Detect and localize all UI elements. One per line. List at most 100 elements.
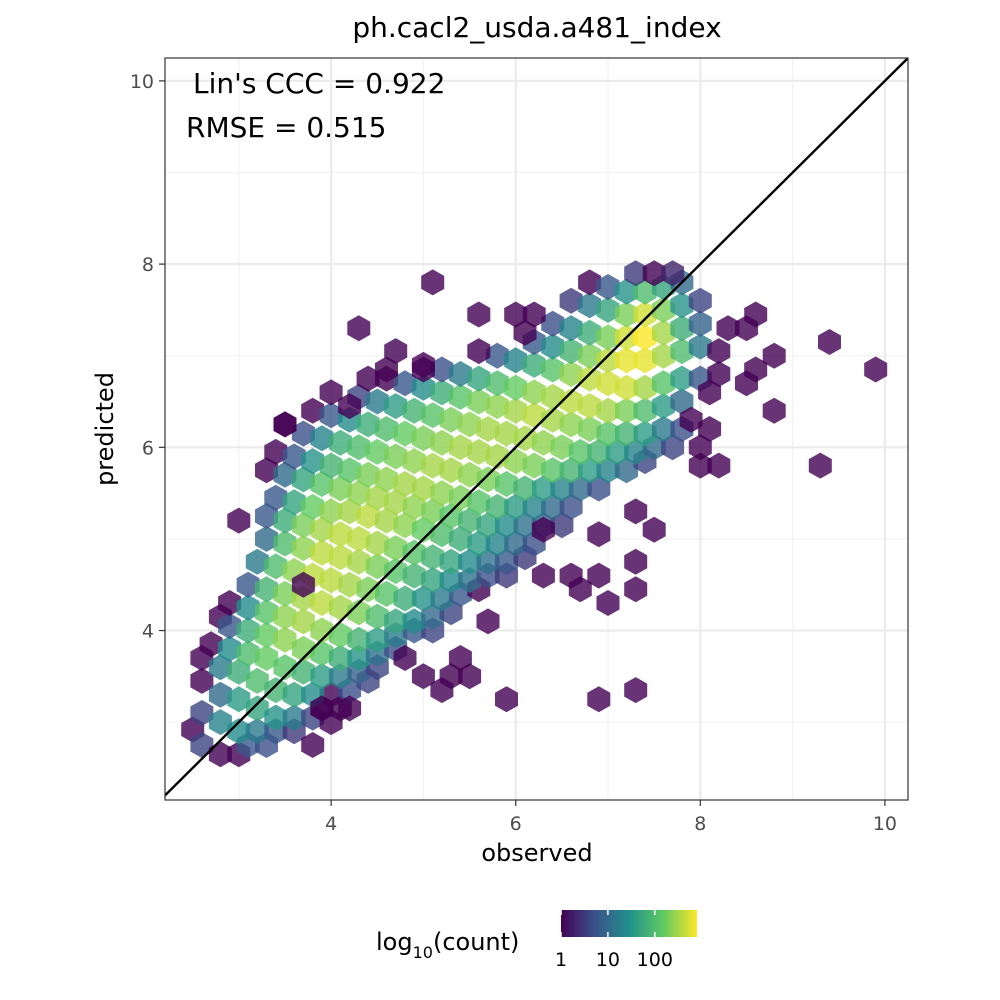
hex-bin bbox=[365, 626, 389, 653]
hex-bin bbox=[291, 571, 315, 598]
hex-bin bbox=[716, 315, 740, 342]
hex-bin bbox=[264, 438, 288, 465]
hex-bin bbox=[559, 315, 583, 342]
hex-bin bbox=[255, 576, 278, 603]
hex-bin bbox=[273, 580, 297, 607]
hex-bin bbox=[559, 287, 583, 314]
hex-bin bbox=[411, 374, 435, 401]
hex-bin bbox=[328, 645, 352, 671]
hex-bin bbox=[347, 434, 371, 461]
hex-bin bbox=[439, 406, 463, 433]
hex-bin bbox=[735, 370, 758, 397]
hex-bin bbox=[596, 324, 620, 351]
hex-bin bbox=[596, 347, 620, 374]
hex-bin bbox=[504, 347, 528, 374]
hex-bin bbox=[504, 301, 528, 328]
hex-bin bbox=[485, 393, 509, 420]
hex-bin bbox=[504, 397, 528, 424]
hex-bin bbox=[236, 594, 260, 621]
hex-bin bbox=[255, 645, 278, 671]
hex-bin bbox=[282, 443, 306, 470]
hex-bin bbox=[291, 466, 315, 493]
hex-bin bbox=[273, 411, 297, 438]
hex-bin bbox=[264, 677, 288, 704]
hex-bin bbox=[541, 493, 565, 520]
hex-bin bbox=[384, 338, 408, 365]
hex-bin bbox=[227, 686, 251, 713]
hex-bin bbox=[282, 681, 306, 708]
hex-bin bbox=[458, 548, 482, 575]
hex-bin bbox=[596, 296, 620, 323]
hex-bin bbox=[633, 374, 657, 401]
hex-bin bbox=[393, 471, 417, 497]
hex-bin bbox=[421, 544, 445, 571]
hex-bin bbox=[227, 658, 251, 685]
hex-bin bbox=[458, 567, 482, 594]
hex-bin bbox=[208, 681, 232, 708]
legend-tick-label: 10 bbox=[596, 949, 620, 971]
hex-bin bbox=[375, 416, 398, 442]
hex-bin bbox=[347, 548, 371, 575]
hex-bin bbox=[707, 361, 731, 387]
hex-bin bbox=[384, 535, 408, 562]
plot-panel-border bbox=[164, 57, 909, 801]
hex-bin bbox=[319, 709, 343, 736]
hex-bin bbox=[347, 626, 371, 653]
hex-bin bbox=[245, 548, 269, 575]
hex-bin bbox=[365, 388, 389, 415]
hex-bin bbox=[291, 608, 315, 635]
hex-bin bbox=[421, 402, 445, 429]
hex-bin bbox=[430, 480, 454, 507]
hex-bin bbox=[291, 512, 315, 539]
hex-bin bbox=[522, 351, 546, 378]
hex-bin bbox=[375, 507, 398, 534]
hex-bin bbox=[633, 301, 657, 328]
hex-bin bbox=[531, 429, 555, 456]
hex-bin bbox=[319, 452, 343, 479]
hex-bin bbox=[485, 493, 509, 520]
hex-bin bbox=[587, 562, 611, 589]
hex-bin bbox=[550, 475, 574, 502]
hex-bin bbox=[578, 292, 602, 319]
hex-bin bbox=[356, 503, 380, 529]
hex-bin bbox=[421, 567, 445, 594]
hex-bin bbox=[467, 530, 491, 557]
hex-bin bbox=[245, 667, 269, 694]
hex-bin bbox=[365, 603, 389, 630]
hex-bin bbox=[375, 356, 398, 383]
identity-line bbox=[165, 58, 908, 798]
hex-bin bbox=[467, 489, 491, 516]
hex-bin bbox=[578, 457, 602, 484]
hex-bin bbox=[679, 406, 703, 433]
hex-bin bbox=[688, 287, 712, 314]
hex-bin bbox=[365, 553, 389, 580]
hex-bin bbox=[587, 475, 611, 502]
hex-bin bbox=[485, 443, 509, 470]
hex-bin bbox=[356, 461, 380, 488]
hex-bin bbox=[393, 645, 417, 671]
hex-bin bbox=[596, 590, 620, 616]
hex-bin bbox=[402, 608, 426, 635]
hex-bin bbox=[402, 397, 426, 424]
hex-bin bbox=[439, 457, 463, 484]
hex-bin bbox=[531, 516, 555, 543]
hex-bin bbox=[218, 635, 242, 662]
hex-bin bbox=[633, 278, 657, 305]
hex-bin bbox=[411, 425, 435, 452]
hex-bin bbox=[513, 512, 537, 539]
hex-bin bbox=[439, 567, 463, 594]
hex-bin bbox=[808, 452, 832, 479]
legend-colorbar bbox=[561, 910, 697, 937]
hex-bin bbox=[338, 571, 362, 598]
hex-bin bbox=[227, 507, 251, 534]
hex-bin bbox=[448, 434, 472, 461]
hex-bin bbox=[559, 361, 583, 387]
hex-bin bbox=[605, 438, 629, 465]
hex-bin bbox=[531, 562, 555, 589]
hex-bin bbox=[393, 585, 417, 612]
hex-bin bbox=[273, 626, 297, 653]
hex-bin bbox=[448, 645, 472, 671]
stat-ccc: Lin's CCC = 0.922 bbox=[193, 67, 445, 100]
hex-bin bbox=[670, 315, 694, 342]
hex-bin bbox=[541, 406, 565, 433]
